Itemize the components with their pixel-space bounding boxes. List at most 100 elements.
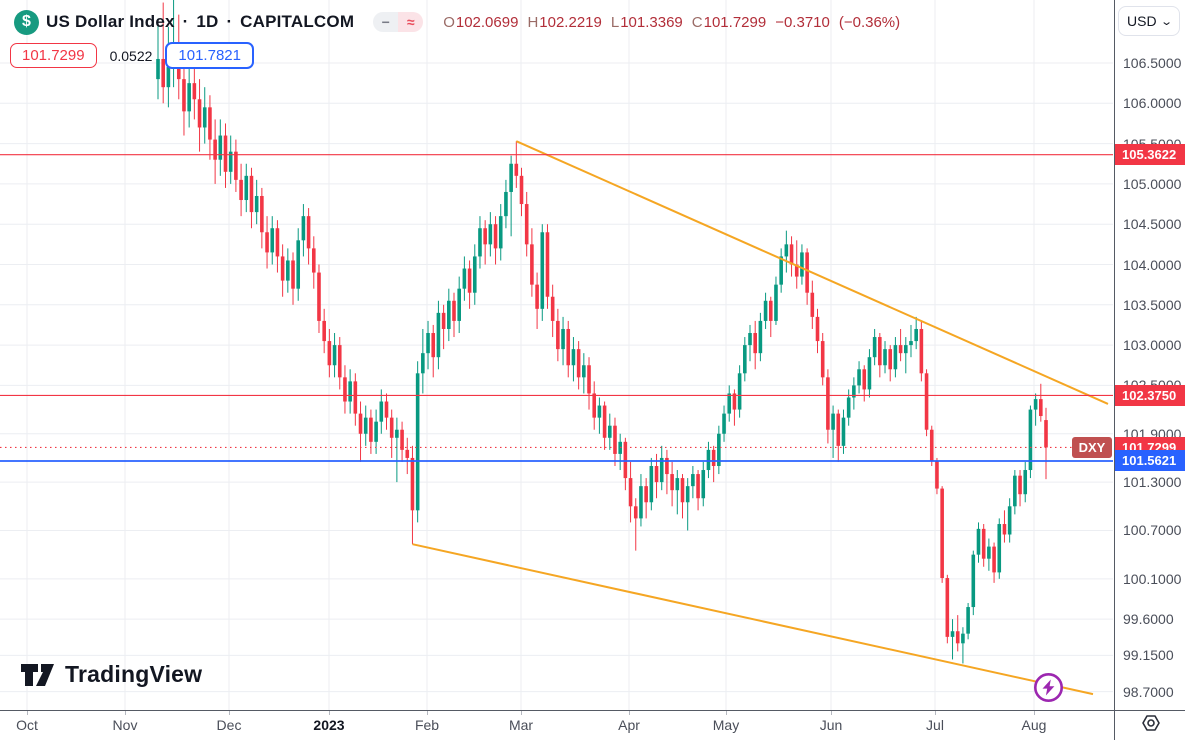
tradingview-logo-icon — [21, 663, 54, 686]
candle-body — [187, 83, 191, 112]
price-axis-label: 105.0000 — [1123, 175, 1182, 192]
chart-mode-pills: − ≈ — [373, 12, 424, 32]
candle-body — [696, 474, 700, 499]
time-axis-tick — [329, 711, 330, 715]
candle-body — [587, 365, 591, 394]
candle-body — [706, 449, 711, 471]
candle-body — [997, 524, 1002, 573]
low-value: 101.3369 — [620, 13, 683, 31]
open-label: O — [443, 13, 455, 31]
candle-body — [888, 349, 893, 370]
candle-body — [633, 506, 638, 519]
candle-body — [483, 228, 487, 245]
candle-body — [369, 417, 373, 442]
candle-body — [218, 135, 223, 160]
candle-body — [441, 312, 446, 329]
close-label: C — [691, 13, 703, 31]
time-axis-tick — [427, 711, 428, 715]
symbol-title[interactable]: US Dollar Index — [46, 12, 175, 31]
candle-body — [582, 365, 586, 378]
candle-body — [737, 373, 742, 410]
lightning-icon[interactable] — [1033, 672, 1064, 708]
time-axis-label-Jun: Jun — [819, 717, 843, 733]
minimize-icon[interactable]: − — [373, 12, 399, 32]
quote-row: 101.7299 0.0522 101.7821 — [10, 42, 254, 69]
candle-body — [530, 244, 534, 285]
candle-body — [805, 252, 809, 293]
candle-body — [519, 175, 524, 205]
candle-body — [644, 486, 648, 503]
candle-body — [774, 284, 778, 321]
time-axis-tick — [935, 711, 936, 715]
price-axis-label: 98.7000 — [1123, 683, 1174, 700]
trendline-upper-descending[interactable] — [515, 140, 1109, 405]
change-value: −0.3710 — [775, 13, 830, 31]
time-axis-label-Mar: Mar — [508, 717, 534, 733]
candle-body — [1033, 399, 1038, 410]
time-axis[interactable]: Oct Nov Dec 2023 Feb Mar Apr May Jun Jul Aug — [0, 710, 1185, 740]
time-axis-tick — [726, 711, 727, 715]
candle-body — [265, 232, 269, 253]
time-axis-tick — [629, 711, 630, 715]
candle-body — [275, 228, 280, 257]
price-axis-label: 104.5000 — [1123, 216, 1182, 233]
candle-body — [945, 578, 950, 637]
candle-body — [301, 216, 306, 241]
candle-body — [395, 429, 399, 438]
title-separator: · — [226, 12, 233, 31]
price-badge-102.3750: 102.3750 — [1115, 384, 1185, 406]
axis-settings-icon[interactable] — [1140, 712, 1162, 739]
price-axis-label: 99.1500 — [1123, 647, 1174, 664]
time-axis-label-Nov: Nov — [112, 717, 138, 733]
candle-body — [405, 449, 410, 458]
candle-body — [961, 633, 965, 644]
candle-body — [524, 204, 529, 245]
high-value: 102.2219 — [539, 13, 602, 31]
candle-body — [815, 316, 820, 342]
candle-body — [213, 139, 217, 160]
time-axis-tick — [1034, 711, 1035, 715]
candle-body — [291, 260, 295, 289]
symbol-logo-icon[interactable]: $ — [14, 9, 39, 35]
candle-body — [639, 486, 643, 519]
candle-body — [711, 449, 716, 466]
candle-body — [1044, 420, 1048, 448]
candle-body — [332, 345, 337, 366]
trendline-lower-descending[interactable] — [412, 543, 1094, 696]
candle-body — [607, 425, 612, 438]
low-label: L — [610, 13, 620, 31]
candle-body — [415, 373, 420, 511]
time-axis-tick — [125, 711, 126, 715]
exchange-name[interactable]: CAPITALCOM — [240, 12, 355, 31]
interval-button[interactable]: 1D — [196, 12, 219, 31]
candle-body — [929, 429, 934, 462]
candle-body — [1028, 409, 1033, 471]
candle-body — [857, 369, 861, 386]
sell-price-button[interactable]: 101.7299 — [10, 43, 97, 68]
price-axis-label: 100.1000 — [1123, 570, 1182, 587]
price-axis[interactable]: 106.5000106.0000105.5000105.0000104.5000… — [1114, 0, 1185, 710]
candle-body — [758, 320, 763, 354]
candle-body — [810, 292, 815, 317]
candle-body — [286, 260, 290, 281]
candle-body — [337, 345, 342, 378]
price-axis-label: 106.5000 — [1123, 55, 1182, 71]
currency-selector[interactable]: USD ⌄ — [1118, 6, 1180, 36]
ohlc-readout: O 102.0699 H 102.2219 L 101.3369 C 101.7299 … — [443, 14, 900, 31]
candle-body — [955, 631, 960, 644]
candle-body — [202, 107, 207, 128]
tradingview-logo[interactable]: TradingView — [20, 661, 202, 688]
candle-body — [768, 300, 773, 321]
candle-body — [919, 328, 924, 374]
candle-body — [306, 216, 311, 249]
buy-price-button[interactable]: 101.7821 — [165, 42, 254, 69]
approx-price-icon[interactable]: ≈ — [398, 12, 424, 32]
candle-body — [343, 377, 347, 402]
candle-body — [280, 256, 285, 281]
candle-body — [909, 341, 913, 346]
candle-body — [628, 478, 633, 507]
candle-body — [353, 381, 358, 414]
spread-value: 0.0522 — [109, 47, 153, 64]
candle-body — [789, 244, 794, 265]
